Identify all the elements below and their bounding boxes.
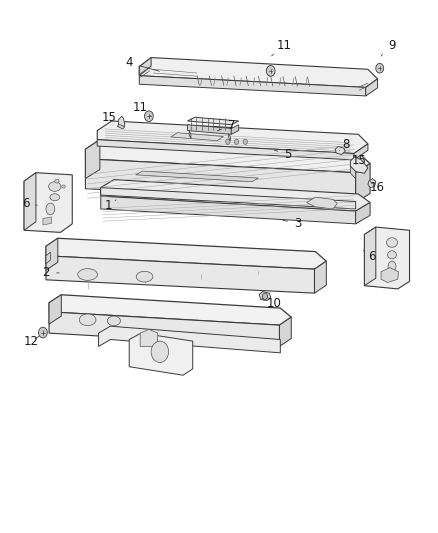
Polygon shape [259,292,271,301]
Polygon shape [229,133,230,141]
Circle shape [145,111,153,122]
Polygon shape [97,121,368,154]
Polygon shape [350,157,368,173]
Polygon shape [335,147,345,155]
Polygon shape [49,312,279,346]
Text: 6: 6 [21,197,37,210]
Polygon shape [356,164,370,203]
Polygon shape [189,131,191,139]
Text: 1: 1 [105,199,116,212]
Polygon shape [85,140,370,173]
Polygon shape [366,79,378,96]
Text: 5: 5 [274,148,292,161]
Polygon shape [187,125,231,134]
Circle shape [243,139,247,144]
Text: 9: 9 [381,39,396,56]
Polygon shape [354,144,368,160]
Circle shape [234,139,239,144]
Polygon shape [85,159,356,203]
Polygon shape [364,227,376,286]
Polygon shape [139,58,151,76]
Circle shape [151,341,169,362]
Polygon shape [24,173,36,230]
Polygon shape [99,326,280,353]
Text: 11: 11 [272,39,291,56]
Text: 6: 6 [364,251,375,263]
Polygon shape [46,256,314,293]
Polygon shape [356,203,370,224]
Text: 8: 8 [339,139,350,151]
Circle shape [262,293,268,300]
Polygon shape [97,140,354,160]
Text: 16: 16 [370,181,385,194]
Polygon shape [85,140,100,179]
Ellipse shape [50,193,60,200]
Polygon shape [101,188,356,209]
Polygon shape [118,116,125,128]
Polygon shape [24,173,72,232]
Polygon shape [368,179,376,188]
Polygon shape [139,58,378,87]
Ellipse shape [46,203,55,215]
Polygon shape [307,197,337,209]
Text: 15: 15 [101,111,118,127]
Ellipse shape [388,251,396,259]
Polygon shape [46,238,58,270]
Polygon shape [101,196,356,224]
Text: 15: 15 [352,155,367,167]
Polygon shape [279,317,291,346]
Ellipse shape [107,316,120,326]
Ellipse shape [49,182,61,191]
Circle shape [226,139,230,144]
Polygon shape [381,268,399,282]
Text: 7: 7 [217,119,236,132]
Circle shape [39,327,47,338]
Polygon shape [187,117,239,125]
Polygon shape [49,295,291,325]
Text: 3: 3 [283,217,301,230]
Circle shape [376,63,384,73]
Polygon shape [101,180,370,211]
Text: 12: 12 [24,335,39,348]
Polygon shape [43,217,52,225]
Text: 11: 11 [133,101,151,116]
Ellipse shape [55,179,59,183]
Polygon shape [49,295,61,324]
Text: 2: 2 [42,266,59,279]
Polygon shape [129,333,193,375]
Polygon shape [139,76,366,96]
Polygon shape [350,166,356,179]
Text: 4: 4 [125,56,159,71]
Ellipse shape [136,271,153,282]
Polygon shape [231,125,239,134]
Polygon shape [136,171,258,182]
Ellipse shape [62,185,65,188]
Polygon shape [117,124,125,129]
Circle shape [266,66,275,76]
Polygon shape [140,329,158,346]
Polygon shape [46,252,50,264]
Polygon shape [364,227,410,289]
Polygon shape [314,261,326,293]
Polygon shape [46,238,326,269]
Ellipse shape [386,238,398,247]
Ellipse shape [78,269,97,280]
Ellipse shape [79,314,96,326]
Text: 10: 10 [262,297,281,310]
Polygon shape [171,133,223,141]
Ellipse shape [388,261,396,272]
